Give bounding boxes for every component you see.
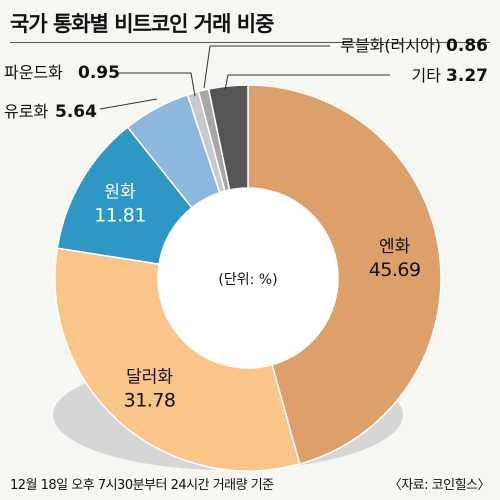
- slice-label-value: 31.78: [124, 390, 176, 412]
- slice-label-value: 5.64: [55, 102, 97, 122]
- footnote: 12월 18일 오후 7시30분부터 24시간 거래량 기준: [10, 478, 274, 493]
- title-divider: [10, 42, 490, 43]
- slice-label-name: 기타: [412, 66, 447, 85]
- slice-label-value: 0.95: [78, 63, 120, 83]
- leader-line: [224, 74, 390, 91]
- slice-label-value: 11.81: [94, 205, 146, 227]
- donut-hole: [158, 188, 338, 368]
- leader-line: [99, 98, 158, 110]
- slice-label-value: 45.69: [369, 259, 421, 281]
- slice-label-name: 엔화: [379, 237, 411, 257]
- donut-slices: [54, 84, 442, 472]
- slice-label-number: 0.86: [446, 36, 488, 56]
- slice-label-number: 3.27: [446, 66, 488, 86]
- slice-label-name: 루블화(러시아): [340, 36, 446, 55]
- slice-label-value: 루블화(러시아) 0.86: [340, 36, 488, 56]
- leader-lines: [99, 45, 390, 110]
- slice-label-name: 유로화: [4, 102, 48, 121]
- slice-label-value: 기타 3.27: [412, 66, 488, 86]
- leader-line: [118, 72, 196, 97]
- chart-title: 국가 통화별 비트코인 거래 비중: [10, 12, 274, 36]
- slice-label-name: 달러화: [126, 368, 173, 388]
- source-credit: 〈자료: 코인힐스〉: [388, 478, 491, 493]
- leader-line: [203, 45, 330, 89]
- slice-label-name: 원화: [104, 183, 136, 203]
- unit-label: (단위: %): [218, 272, 277, 288]
- slice-label-name: 파운드화: [4, 63, 63, 82]
